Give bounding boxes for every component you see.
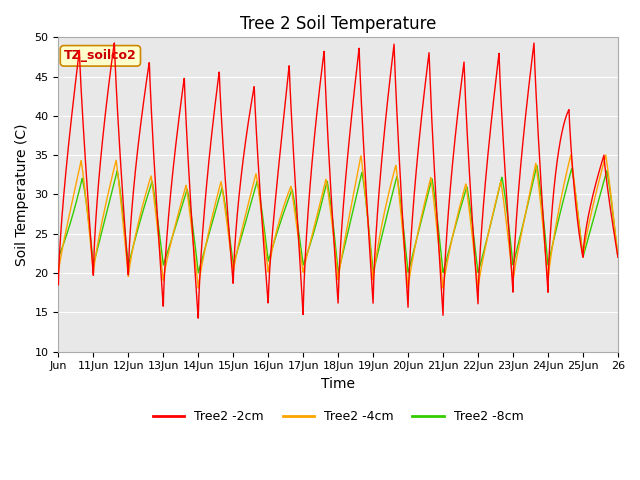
Tree2 -8cm (410, 247, 418, 252)
Tree2 -4cm (614, 254, 622, 260)
Tree2 -8cm (54, 254, 62, 260)
Tree2 -8cm (495, 187, 503, 192)
Tree2 -4cm (602, 152, 609, 158)
Tree2 -4cm (474, 286, 482, 291)
Tree2 -4cm (529, 176, 536, 182)
Text: TZ_soilco2: TZ_soilco2 (64, 49, 137, 62)
Tree2 -8cm (169, 232, 177, 238)
Tree2 -4cm (169, 231, 177, 237)
Tree2 -8cm (608, 204, 616, 209)
Legend: Tree2 -2cm, Tree2 -4cm, Tree2 -8cm: Tree2 -2cm, Tree2 -4cm, Tree2 -8cm (148, 405, 528, 428)
Tree2 -8cm (460, 196, 467, 202)
Tree2 -2cm (170, 166, 177, 172)
Tree2 -2cm (614, 254, 622, 260)
Tree2 -4cm (495, 186, 503, 192)
Y-axis label: Soil Temperature (C): Soil Temperature (C) (15, 123, 29, 265)
X-axis label: Time: Time (321, 377, 355, 391)
Tree2 -2cm (54, 282, 62, 288)
Tree2 -8cm (195, 270, 202, 276)
Tree2 -8cm (614, 254, 622, 260)
Tree2 -2cm (529, 50, 536, 56)
Line: Tree2 -4cm: Tree2 -4cm (58, 155, 618, 288)
Tree2 -2cm (410, 192, 418, 198)
Tree2 -4cm (410, 250, 418, 256)
Tree2 -2cm (495, 55, 503, 61)
Tree2 -2cm (111, 40, 118, 46)
Tree2 -4cm (608, 201, 616, 207)
Title: Tree 2 Soil Temperature: Tree 2 Soil Temperature (240, 15, 436, 33)
Tree2 -2cm (195, 315, 202, 321)
Tree2 -8cm (529, 181, 536, 187)
Tree2 -4cm (54, 270, 62, 276)
Line: Tree2 -8cm: Tree2 -8cm (58, 166, 618, 273)
Tree2 -8cm (533, 163, 541, 168)
Tree2 -2cm (460, 63, 467, 69)
Line: Tree2 -2cm: Tree2 -2cm (58, 43, 618, 318)
Tree2 -4cm (460, 191, 467, 196)
Tree2 -2cm (608, 216, 616, 222)
